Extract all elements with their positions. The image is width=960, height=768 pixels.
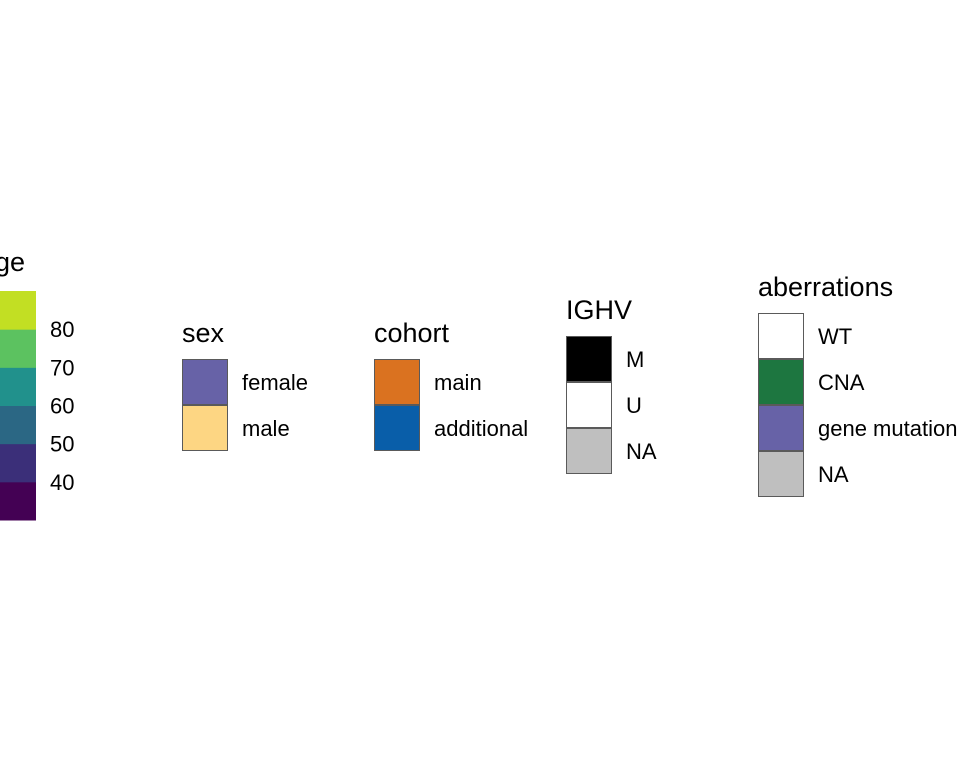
colorbar-title: age bbox=[0, 247, 25, 277]
legend-label-cna: CNA bbox=[818, 370, 865, 395]
colorbar-band bbox=[0, 329, 36, 368]
colorbar-tick-label: 50 bbox=[50, 432, 74, 457]
colorbar-band bbox=[0, 291, 36, 330]
legend-label-gene-mutation: gene mutation bbox=[818, 416, 957, 441]
colorbar-tick-label: 40 bbox=[50, 470, 74, 495]
legend-sex: sex female male bbox=[182, 318, 308, 451]
legend-title: cohort bbox=[374, 318, 450, 348]
legend-label-na: NA bbox=[818, 462, 849, 487]
legend-title: aberrations bbox=[758, 272, 893, 302]
legend-label-u: U bbox=[626, 393, 642, 418]
legend-label-m: M bbox=[626, 347, 644, 372]
colorbar-band bbox=[0, 367, 36, 406]
legend-key-wt bbox=[758, 313, 804, 359]
legend-key-u bbox=[566, 382, 612, 428]
legend-title: IGHV bbox=[566, 295, 632, 325]
discrete-legends: sexfemalemalecohortmainadditionalIGHVMUN… bbox=[182, 272, 957, 497]
colorbar-tick-label: 60 bbox=[50, 394, 74, 419]
legend-label-na: NA bbox=[626, 439, 657, 464]
legend-key-main bbox=[374, 359, 420, 405]
legend-key-gene-mutation bbox=[758, 405, 804, 451]
legend-aberrations: aberrations WT CNA gene mutation NA bbox=[758, 272, 957, 497]
legend-cohort: cohort main additional bbox=[374, 318, 528, 451]
colorbar-band bbox=[0, 443, 36, 483]
legend-label-wt: WT bbox=[818, 324, 852, 349]
age-colorbar-legend: age 40 50 60 70 80 bbox=[0, 247, 74, 521]
legend-ighv: IGHV MU NA bbox=[566, 295, 657, 474]
legend-label-male: male bbox=[242, 416, 290, 441]
legend-key-female bbox=[182, 359, 228, 405]
legend-key-na bbox=[758, 451, 804, 497]
legend-key-cna bbox=[758, 359, 804, 405]
colorbar-tick-label: 70 bbox=[50, 355, 74, 380]
legend-label-additional: additional bbox=[434, 416, 528, 441]
legend-key-na bbox=[566, 428, 612, 474]
colorbar-band bbox=[0, 481, 36, 521]
legend-key-additional bbox=[374, 405, 420, 451]
legend-key-m bbox=[566, 336, 612, 382]
legend-label-main: main bbox=[434, 370, 482, 395]
legend-title: sex bbox=[182, 318, 225, 348]
colorbar-band bbox=[0, 405, 36, 445]
colorbar-tick-label: 80 bbox=[50, 317, 74, 342]
legend-label-female: female bbox=[242, 370, 308, 395]
legend-key-male bbox=[182, 405, 228, 451]
